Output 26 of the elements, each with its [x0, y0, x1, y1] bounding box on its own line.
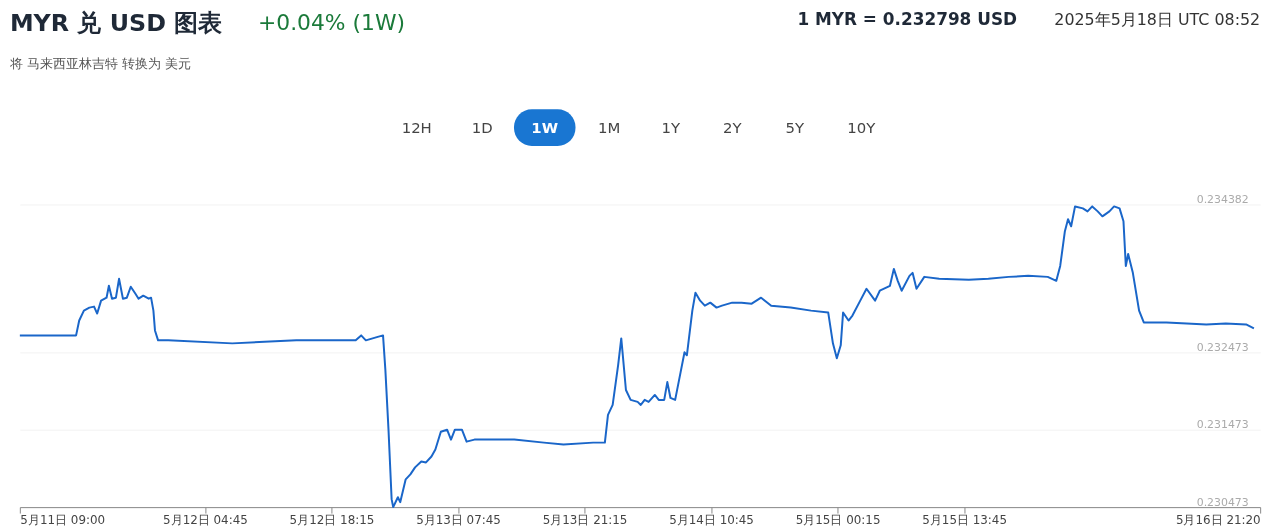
text: +0.04% (1W): [257, 9, 405, 35]
x-tick-label: 5月15日 00:15: [795, 513, 881, 528]
text: 1M: [598, 119, 621, 138]
y-tick-label: 0.231473: [1196, 418, 1249, 432]
text: 1W: [531, 119, 559, 138]
x-tick-label: 5月12日 18:15: [289, 513, 375, 528]
x-tick-label: 5月16日 21:20: [1175, 513, 1261, 528]
chart-title: MYR 兑 USD 图表: [9, 8, 223, 37]
y-tick-label: 0.234382: [1196, 192, 1249, 206]
text: 12H: [401, 119, 432, 138]
x-tick-label: 5月13日 21:15: [542, 513, 628, 528]
x-tick-label: 5月12日 04:45: [163, 513, 248, 528]
text: 2025年5月18日 UTC 08:52: [1054, 9, 1261, 29]
text: 2Y: [723, 119, 743, 138]
text: 1D: [471, 119, 493, 138]
x-tick-label: 5月14日 10:45: [669, 513, 754, 528]
text: 10Y: [847, 119, 877, 138]
y-tick-label: 0.230473: [1196, 495, 1249, 509]
y-tick-label: 0.232473: [1196, 340, 1249, 354]
x-tick-label: 5月11日 09:00: [20, 513, 106, 528]
text: 1 MYR = 0.232798 USD: [797, 8, 1018, 29]
text: 1Y: [661, 119, 681, 138]
x-tick-label: 5月13日 07:45: [416, 513, 501, 528]
chart-subtitle: 将 马来西亚林吉特 转换为 美元: [8, 55, 192, 71]
text: 5Y: [785, 119, 805, 138]
x-tick-label: 5月15日 13:45: [922, 513, 1008, 528]
